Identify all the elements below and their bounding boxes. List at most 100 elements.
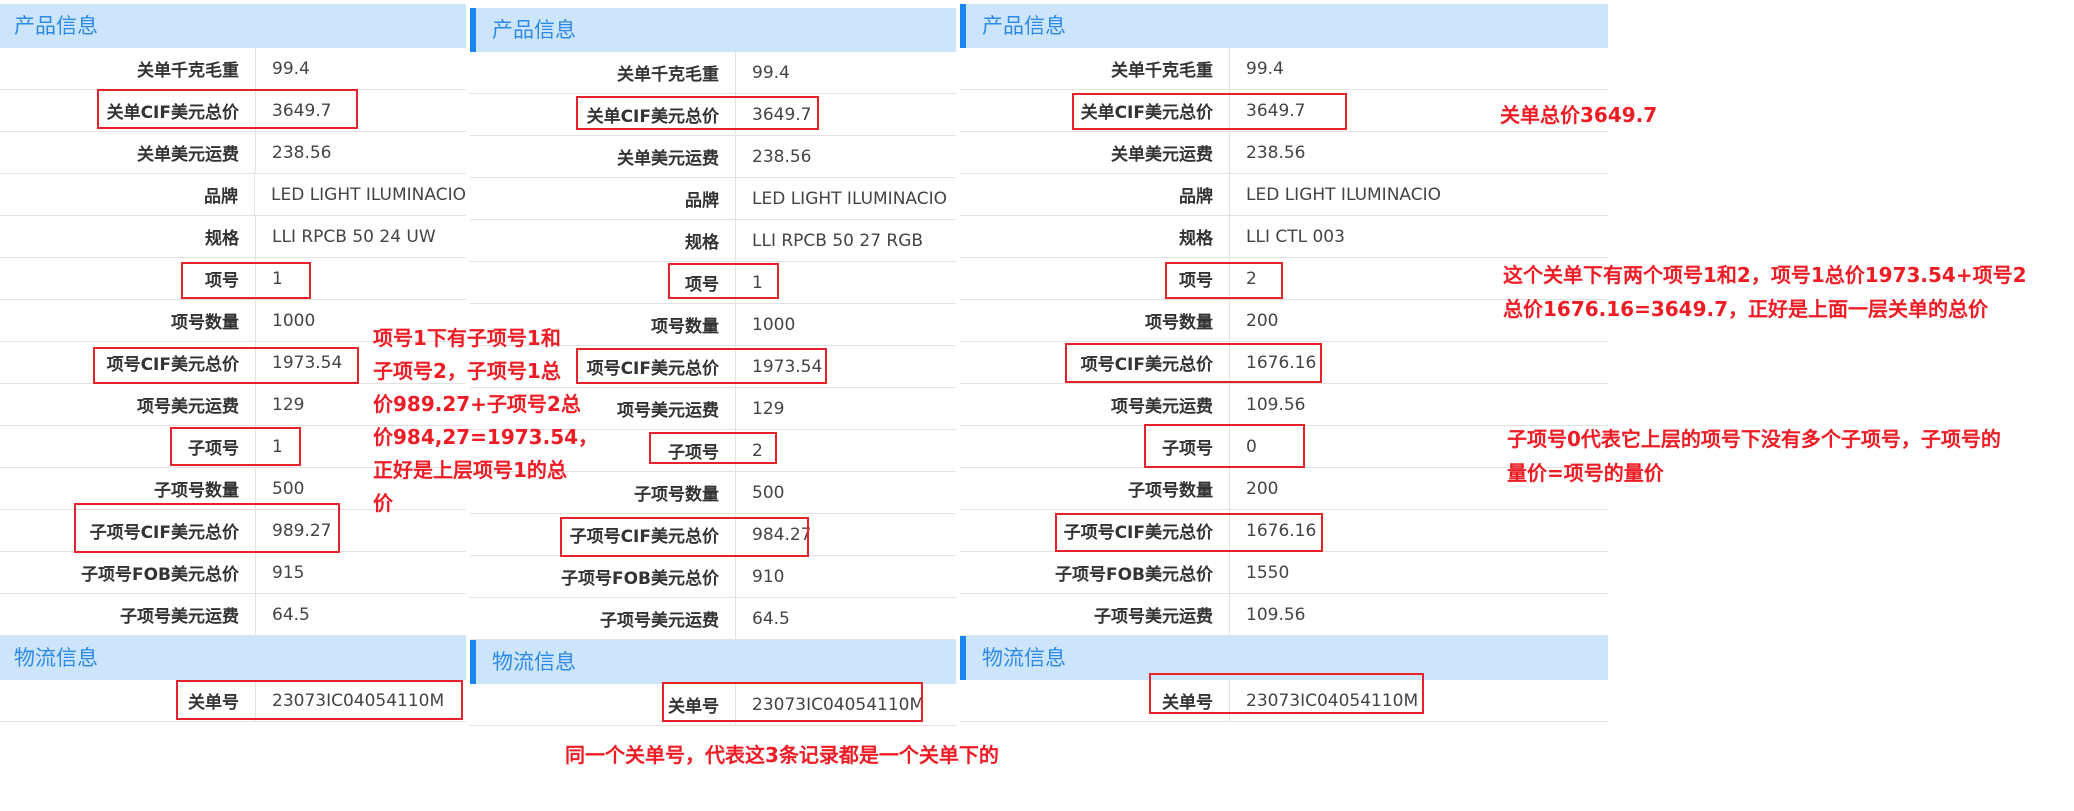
field-label: 子项号美元运费 (0, 594, 256, 635)
field-value: LLI RPCB 50 24 UW (272, 226, 436, 247)
field-label: 关单号 (0, 680, 256, 721)
table-row: 子项号美元运费 64.5 (0, 594, 466, 636)
annotation-line: 正好是上层项号1的总 (373, 458, 567, 482)
field-value: 200 (1246, 310, 1279, 331)
table-row: 关单号 23073IC04054110M (960, 680, 1608, 722)
field-value: LLI CTL 003 (1246, 226, 1345, 247)
section-header-product: 产品信息 (960, 4, 1608, 48)
annotation-line: 总价1676.16=3649.7，正好是上面一层关单的总价 (1503, 297, 1989, 321)
annotation-subitem0: 子项号0代表它上层的项号下没有多个子项号，子项号的 量价=项号的量价 (1507, 422, 2001, 490)
table-row: 关单CIF美元总价 3649.7 (960, 90, 1608, 132)
field-label: 项号数量 (470, 304, 736, 345)
field-label: 规格 (960, 216, 1230, 257)
highlight-box (649, 432, 777, 464)
table-row: 品牌 LED LIGHT ILUMINACIO (0, 174, 466, 216)
table-row: 子项号美元运费 109.56 (960, 594, 1608, 636)
annotation-line: 这个关单下有两个项号1和2，项号1总价1973.54+项号2 (1503, 263, 2027, 287)
field-value: 23073IC04054110M (1246, 690, 1419, 711)
field-value: 915 (272, 562, 305, 583)
section-header-product: 产品信息 (470, 8, 956, 52)
highlight-box (1144, 424, 1305, 468)
annotation-items-sum: 这个关单下有两个项号1和2，项号1总价1973.54+项号2 总价1676.16=… (1503, 258, 2027, 326)
field-value: 1 (272, 268, 283, 289)
table-row: 关单CIF美元总价 3649.7 (470, 94, 956, 136)
table-row: 关单千克毛重 99.4 (0, 48, 466, 90)
highlight-box (668, 263, 779, 299)
annotation-declaration-total: 关单总价3649.7 (1500, 98, 1657, 132)
field-label: 品牌 (470, 178, 736, 219)
field-value: 910 (752, 566, 785, 587)
field-label: 子项号数量 (0, 468, 256, 509)
highlight-box (576, 96, 819, 130)
table-row: 规格 LLI CTL 003 (960, 216, 1608, 258)
table-row: 子项号数量 500 (470, 472, 956, 514)
field-value: LED LIGHT ILUMINACIO (1246, 184, 1442, 205)
annotation-line: 关单总价3649.7 (1500, 103, 1658, 127)
table-row: 品牌 LED LIGHT ILUMINACIO (960, 174, 1608, 216)
field-value: 0 (1246, 436, 1257, 457)
table-row: 子项号美元运费 64.5 (470, 598, 956, 640)
field-label: 规格 (0, 216, 256, 257)
field-value: 3649.7 (1246, 100, 1306, 121)
table-row: 项号数量 1000 (470, 304, 956, 346)
highlight-box (1065, 343, 1322, 383)
field-value: 64.5 (272, 604, 310, 625)
field-label: 项号数量 (0, 300, 256, 341)
highlight-box (1072, 93, 1347, 130)
field-value: 989.27 (272, 520, 332, 541)
table-row: 项号美元运费 109.56 (960, 384, 1608, 426)
highlight-box (560, 517, 809, 557)
annotation-line: 量价=项号的量价 (1507, 461, 1664, 485)
field-label: 品牌 (960, 174, 1230, 215)
field-value: LLI RPCB 50 27 RGB (752, 230, 924, 251)
field-value: 500 (752, 482, 785, 503)
field-label: 关单CIF美元总价 (0, 90, 256, 131)
field-label: 子项号 (960, 426, 1230, 467)
field-label: 关单美元运费 (960, 132, 1230, 173)
highlight-box (97, 89, 358, 129)
field-value: 1000 (272, 310, 316, 331)
field-value: 23073IC04054110M (272, 690, 445, 711)
highlight-box (662, 682, 923, 722)
field-value: 1550 (1246, 562, 1290, 583)
table-row: 项号 2 (960, 258, 1608, 300)
table-row: 关单美元运费 238.56 (960, 132, 1608, 174)
field-value: 99.4 (272, 58, 310, 79)
table-row: 关单千克毛重 99.4 (470, 52, 956, 94)
annotation-line: 价989.27+子项号2总 (373, 392, 581, 416)
highlight-box (1149, 673, 1424, 714)
field-value: 3649.7 (272, 100, 332, 121)
field-label: 项号CIF美元总价 (470, 346, 736, 387)
table-row: 项号CIF美元总价 1973.54 (470, 346, 956, 388)
field-label: 关单千克毛重 (470, 52, 736, 93)
field-value: 109.56 (1246, 604, 1306, 625)
field-label: 子项号数量 (470, 472, 736, 513)
field-value: 500 (272, 478, 305, 499)
table-row: 子项号FOB美元总价 1550 (960, 552, 1608, 594)
table-row: 品牌 LED LIGHT ILUMINACIO (470, 178, 956, 220)
table-row: 子项号FOB美元总价 910 (470, 556, 956, 598)
field-label: 关单千克毛重 (960, 48, 1230, 89)
field-value: 238.56 (272, 142, 332, 163)
field-value: 1000 (752, 314, 796, 335)
field-label: 关单美元运费 (470, 136, 736, 177)
field-label: 项号 (960, 258, 1230, 299)
field-value: 1 (272, 436, 283, 457)
table-row: 关单号 23073IC04054110M (0, 680, 466, 722)
table-row: 项号 1 (470, 262, 956, 304)
field-label: 项号数量 (960, 300, 1230, 341)
field-value: 238.56 (752, 146, 812, 167)
field-label: 子项号数量 (960, 468, 1230, 509)
annotation-line: 子项号2，子项号1总 (373, 359, 561, 383)
section-header-logistics: 物流信息 (0, 636, 466, 680)
field-value: 64.5 (752, 608, 790, 629)
annotation-line: 子项号0代表它上层的项号下没有多个子项号，子项号的 (1507, 427, 2001, 451)
annotation-item1: 项号1下有子项号1和 子项号2，子项号1总 价989.27+子项号2总 价984,27… (373, 322, 598, 520)
section-header-logistics: 物流信息 (470, 640, 956, 684)
field-value: 1973.54 (752, 356, 823, 377)
table-row: 项号美元运费 129 (0, 384, 466, 426)
field-label: 规格 (470, 220, 736, 261)
field-label: 项号 (470, 262, 736, 303)
table-row: 项号美元运费 129 (470, 388, 956, 430)
table-row: 项号数量 200 (960, 300, 1608, 342)
